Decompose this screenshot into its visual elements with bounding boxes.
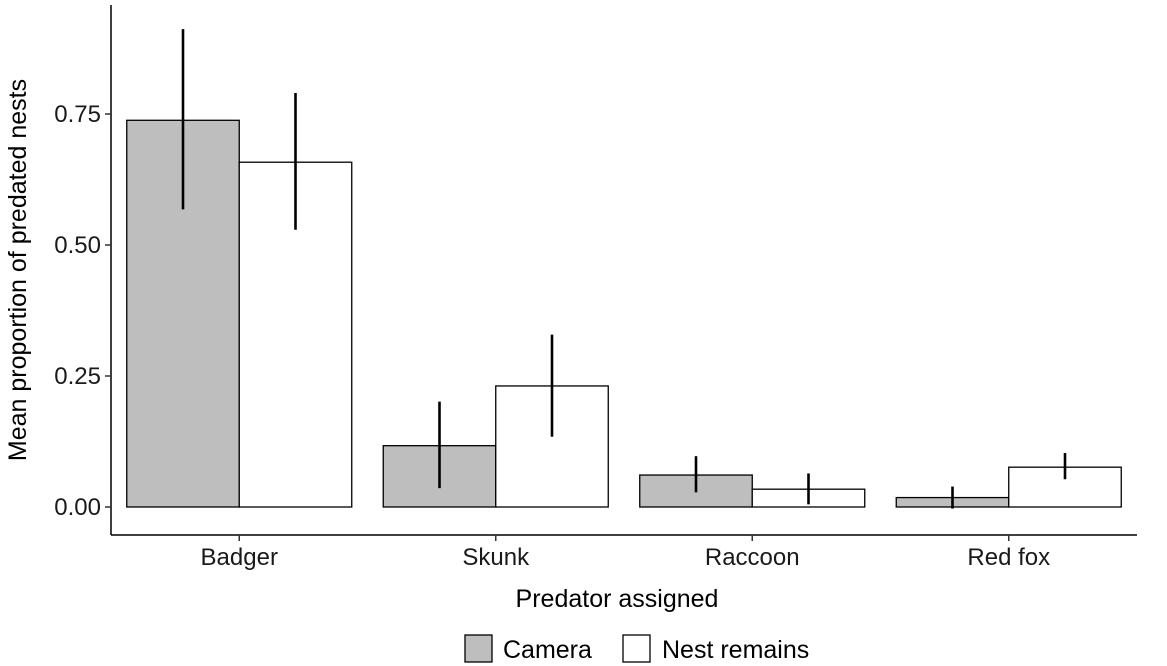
y-tick-label: 0.50 xyxy=(54,232,101,259)
x-tick-label: Skunk xyxy=(462,544,530,571)
legend-label: Camera xyxy=(503,636,592,664)
y-ticks: 0.00 0.25 0.50 0.75 xyxy=(54,101,111,521)
legend: Camera Nest remains xyxy=(464,634,809,664)
legend-swatch xyxy=(464,634,493,663)
x-tick-label: Raccoon xyxy=(705,544,800,571)
y-tick-label: 0.75 xyxy=(54,101,101,128)
axes-layer xyxy=(110,5,1137,536)
errorbar-layer xyxy=(181,29,1067,509)
x-tick-label: Badger xyxy=(201,544,278,571)
legend-label: Nest remains xyxy=(662,636,809,664)
x-tick-label: Red fox xyxy=(967,544,1050,571)
y-tick-label: 0.00 xyxy=(54,494,101,521)
legend-swatch xyxy=(622,634,651,663)
x-axis-title: Predator assigned xyxy=(516,585,719,613)
y-axis-title: Mean proportion of predated nests xyxy=(4,79,32,461)
x-ticks: Badger Skunk Raccoon Red fox xyxy=(201,535,1050,571)
y-tick-label: 0.25 xyxy=(54,363,101,390)
bars-layer xyxy=(126,119,1122,508)
